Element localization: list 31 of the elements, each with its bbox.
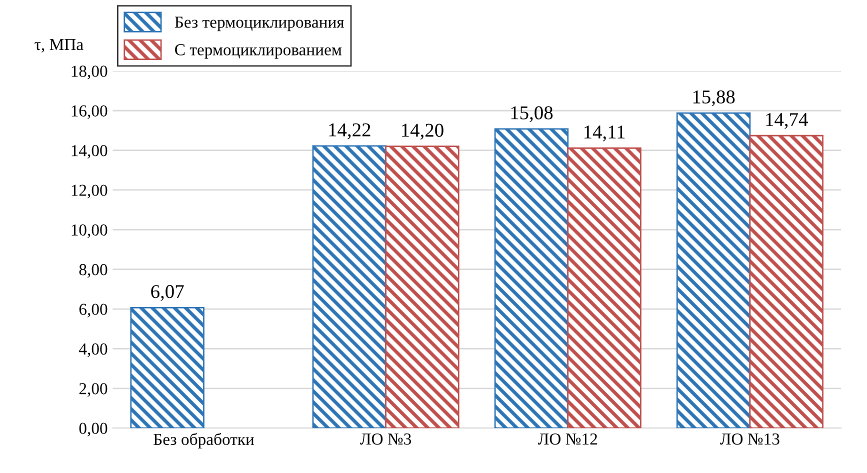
- data-label: 14,74: [766, 113, 808, 129]
- y-tick-label: 12,00: [72, 184, 108, 198]
- y-tick-label: 6,00: [79, 304, 108, 318]
- legend-label: С термоциклированием: [175, 44, 342, 59]
- bar: [749, 134, 824, 428]
- data-label: 14,20: [402, 124, 444, 140]
- bar: [676, 112, 751, 428]
- y-tick-label: 4,00: [79, 343, 108, 358]
- bar: [130, 306, 204, 428]
- data-label: 14,11: [584, 126, 625, 142]
- y-tick-label: 18,00: [72, 66, 108, 80]
- y-tick-label: 8,00: [79, 264, 108, 278]
- x-tick-label: ЛО №12: [538, 433, 598, 445]
- y-axis-title: τ, МПа: [34, 39, 84, 53]
- x-tick-label: ЛО №3: [360, 433, 412, 445]
- data-label: 6,07: [151, 285, 184, 301]
- data-label: 15,08: [511, 106, 553, 122]
- y-tick-label: 2,00: [79, 383, 108, 397]
- bar: [312, 145, 387, 428]
- x-tick-label: Без обработки: [154, 432, 254, 448]
- data-label: 14,22: [329, 123, 370, 140]
- bar: [385, 146, 460, 428]
- x-tick-label: ЛО №13: [720, 433, 780, 445]
- data-label: 15,88: [693, 90, 735, 106]
- legend-label: Без термоциклирования: [174, 16, 344, 32]
- y-tick-label: 0,00: [79, 422, 108, 436]
- bar: [567, 147, 642, 428]
- y-tick-label: 16,00: [72, 105, 108, 119]
- y-tick-label: 10,00: [72, 224, 108, 238]
- bar: [494, 128, 569, 428]
- y-tick-label: 14,00: [72, 145, 108, 159]
